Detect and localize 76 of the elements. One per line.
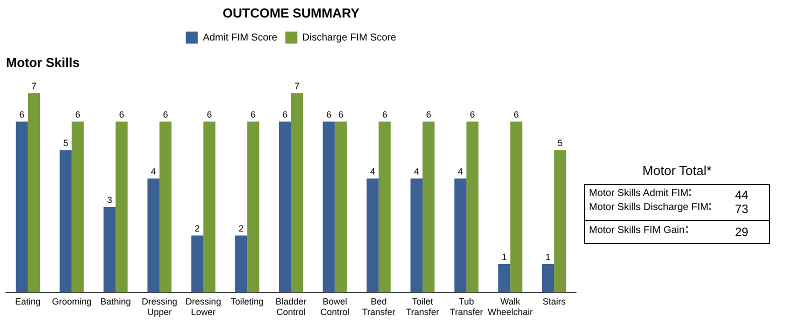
bar (104, 207, 116, 292)
bar (191, 235, 204, 292)
x-tick-label: Stairs (542, 296, 566, 306)
x-tick-label: Eating (15, 296, 41, 306)
data-label: 7 (31, 81, 36, 92)
x-tick-label: Tub Transfer (450, 296, 483, 318)
data-label: 4 (370, 166, 376, 177)
bar (498, 264, 510, 292)
data-label: 29 (735, 225, 750, 239)
x-tick-label: Toilet Transfer (406, 296, 440, 318)
bar (334, 122, 347, 292)
data-label: 6 (250, 110, 256, 120)
x-tick-label: Dressing Lower (186, 296, 222, 318)
bar (16, 122, 28, 292)
data-label: 2 (194, 223, 200, 234)
bar (60, 150, 72, 292)
data-label: 5 (558, 138, 563, 148)
data-label: 1 (502, 252, 507, 262)
category-label: Motor Skills Discharge FIM (589, 202, 708, 213)
data-label: 6 (514, 110, 519, 120)
category-label: Motor Skills FIM Gain (589, 225, 685, 236)
data-label: 6 (338, 110, 344, 120)
bar (291, 93, 304, 292)
data-label: 6 (206, 110, 212, 120)
bar (554, 150, 566, 292)
bar (466, 122, 478, 292)
data-label: 2 (238, 223, 244, 234)
bar (366, 178, 379, 292)
bar (542, 264, 554, 292)
data-label: 5 (63, 138, 68, 148)
bar (247, 122, 260, 292)
data-label: 6 (282, 110, 288, 120)
chart-title: OUTCOME SUMMARY (222, 5, 360, 20)
data-label: 6 (426, 110, 432, 120)
data-label: 4 (458, 166, 463, 177)
bar (159, 122, 172, 292)
data-label: 4 (150, 166, 156, 177)
bar (203, 122, 216, 292)
x-tick-label: Walk Wheelchair (488, 296, 533, 318)
data-label: 44 (735, 188, 750, 202)
bar (72, 122, 84, 292)
data-label: 73 (735, 202, 750, 216)
text: Motor Total* (641, 163, 713, 178)
data-label: 6 (75, 110, 80, 120)
bar (510, 122, 522, 292)
data-label: 1 (546, 252, 551, 262)
bar (278, 122, 291, 292)
bar (454, 178, 466, 292)
x-tick-label: Grooming (52, 296, 92, 306)
data-label: 6 (19, 110, 24, 120)
data-label: 6 (470, 110, 475, 120)
bar (378, 122, 391, 292)
data-label: 7 (294, 81, 300, 92)
data-label: 3 (107, 195, 112, 205)
x-tick-label: Bladder Control (275, 296, 307, 318)
bar (28, 93, 40, 292)
x-tick-label: Dressing Upper (142, 296, 178, 318)
x-tick-label: Bathing (100, 296, 131, 306)
data-label: 6 (162, 110, 168, 120)
bar (410, 178, 423, 292)
bar (147, 178, 160, 292)
data-label: 6 (326, 110, 332, 120)
bar (322, 122, 335, 292)
data-label: 6 (382, 110, 388, 120)
x-tick-label: Bed Transfer (362, 296, 396, 318)
data-label: 4 (414, 166, 420, 177)
data-label: 6 (119, 110, 124, 120)
x-tick-label: Toileting (230, 296, 264, 306)
x-tick-label: Bowel Control (320, 296, 350, 318)
legend-label: Discharge FIM Score (302, 32, 397, 44)
bar (235, 235, 248, 292)
bar (422, 122, 435, 292)
legend-label: Admit FIM Score (202, 32, 278, 44)
chart-subtitle: Motor Skills (6, 54, 80, 70)
category-label: Motor Skills Admit FIM (589, 188, 688, 199)
bar (116, 122, 128, 292)
